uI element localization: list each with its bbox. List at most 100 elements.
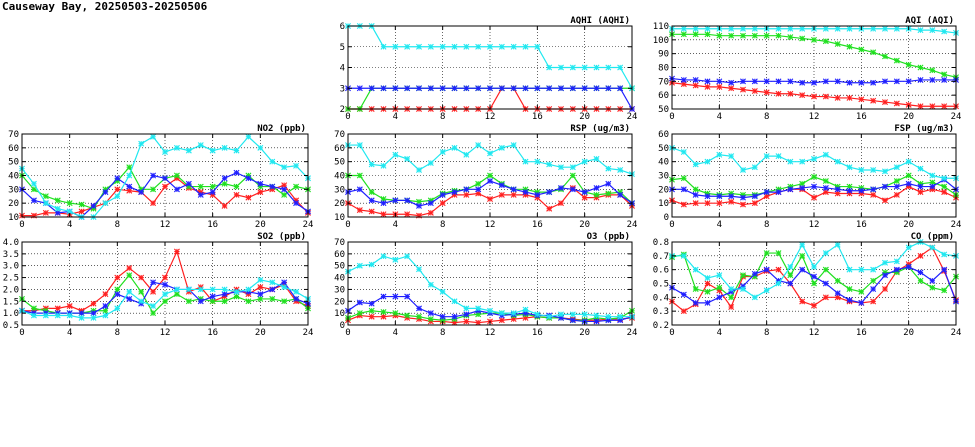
y-tick-label: 2 [340,105,345,115]
y-tick-label: 0 [340,321,345,331]
data-point-blue [475,186,482,193]
chart-title: AQI (AQI) [905,16,954,26]
data-point-cyan [763,153,770,160]
data-point-cyan [138,140,145,147]
data-point-green [692,286,699,293]
data-point-blue [416,202,422,209]
chart-title: FSP (ug/m3) [894,124,954,134]
data-point-cyan [858,166,865,173]
y-tick-label: 0.6 [653,266,669,276]
x-tick-label: 0 [669,328,674,338]
data-point-red [356,207,363,214]
data-point-green [799,252,806,259]
data-point-red [510,191,517,198]
data-point-cyan [882,25,888,32]
data-point-blue [150,172,157,179]
data-point-cyan [487,307,493,314]
x-tick-label: 24 [627,328,638,338]
data-point-cyan [439,43,446,50]
data-point-cyan [751,294,758,301]
x-tick-label: 8 [764,112,769,122]
data-point-red [150,288,157,295]
y-tick-label: 60 [8,144,19,154]
data-point-blue [558,184,564,191]
data-point-red [463,191,470,198]
data-point-cyan [498,43,505,50]
data-point-red [917,252,924,259]
y-tick-label: 10 [658,199,669,209]
y-tick-label: 50 [334,158,345,168]
data-point-green [834,277,841,284]
y-tick-label: 3.5 [3,250,19,260]
data-point-green [475,180,482,187]
data-point-red [811,302,817,309]
series-line-cyan [347,255,632,318]
data-point-cyan [197,142,204,149]
y-tick-label: 50 [8,158,19,168]
data-point-cyan [941,251,948,258]
data-point-cyan [882,168,888,175]
data-point-cyan [233,147,240,154]
data-point-red [716,200,723,207]
data-point-blue [102,303,109,310]
data-point-cyan [893,258,900,265]
data-point-cyan [740,166,746,173]
data-point-blue [834,290,841,297]
data-point-red [54,305,61,312]
data-point-cyan [680,148,687,155]
data-point-red [811,194,817,201]
data-point-red [126,265,133,272]
x-tick-label: 20 [579,220,590,230]
chart-co-ppm: CO (ppm) 0 4 8 12 16 20 24 0.2 0.3 0.4 0.5 0.6 0.7 0.8 [653,232,962,338]
data-point-blue [905,263,912,270]
data-point-green [427,316,434,323]
x-tick-label: 16 [532,112,543,122]
data-point-blue [233,169,240,176]
data-point-cyan [475,43,482,50]
data-point-cyan [427,281,434,288]
data-point-blue [558,85,564,92]
data-point-red [870,298,877,305]
data-point-cyan [281,284,288,291]
data-point-green [787,34,794,41]
data-point-red [368,313,375,320]
data-point-red [846,94,853,101]
x-tick-label: 12 [485,328,496,338]
data-point-red [114,186,121,193]
data-point-cyan [42,312,49,319]
data-point-green [680,31,687,38]
data-point-blue [941,266,948,273]
data-point-cyan [150,303,157,310]
data-point-red [257,189,264,196]
data-point-cyan [356,142,363,149]
data-point-cyan [581,158,588,165]
data-point-cyan [416,266,422,273]
data-point-green [893,57,900,64]
data-point-blue [487,85,493,92]
data-point-cyan [78,314,85,321]
data-point-cyan [716,151,723,158]
data-point-blue [404,293,411,300]
data-point-cyan [356,262,363,269]
data-point-cyan [893,25,900,32]
y-tick-label: 40 [658,158,669,168]
data-point-green [356,172,363,179]
x-tick-label: 12 [809,112,820,122]
data-point-blue [811,183,817,190]
data-point-blue [882,183,888,190]
data-point-blue [617,191,624,198]
data-point-blue [917,183,924,190]
data-point-blue [546,189,553,196]
y-tick-label: 100 [653,36,669,46]
data-point-red [475,319,482,326]
data-point-blue [751,78,758,85]
data-point-green [846,286,853,293]
x-tick-label: 0 [669,112,674,122]
data-point-green [929,67,936,74]
data-point-blue [716,78,723,85]
data-point-blue [404,85,411,92]
data-point-cyan [870,25,877,32]
x-tick-label: 16 [532,220,543,230]
data-point-cyan [54,312,61,319]
data-point-green [763,32,770,39]
